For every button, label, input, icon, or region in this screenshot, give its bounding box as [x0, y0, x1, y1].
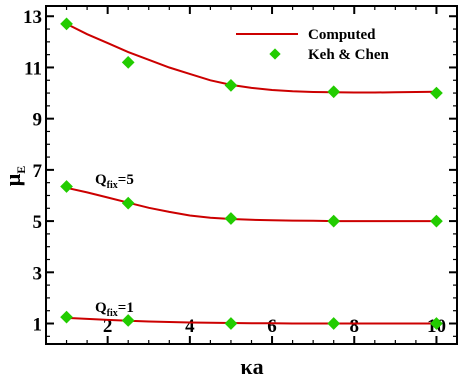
- reference-point: [224, 212, 238, 225]
- reference-point: [430, 214, 443, 228]
- x-tick-label: 4: [185, 316, 195, 337]
- y-tick-label: 13: [23, 7, 42, 28]
- major-ticks: [46, 6, 457, 344]
- reference-point: [224, 317, 238, 330]
- computed-curve: [66, 316, 437, 325]
- x-tick-label: 8: [350, 316, 360, 337]
- reference-point: [430, 86, 443, 100]
- y-tick-label: 9: [33, 110, 43, 131]
- reference-point: [60, 180, 73, 193]
- y-tick-label: 1: [33, 315, 43, 336]
- computed-curve: [66, 186, 437, 223]
- reference-point: [121, 196, 135, 210]
- legend-reference-marker: [269, 48, 281, 60]
- y-tick-label: 3: [33, 263, 43, 284]
- reference-point: [327, 317, 341, 330]
- y-axis-label: μE: [0, 166, 28, 187]
- reference-point: [121, 314, 135, 327]
- reference-point: [327, 214, 341, 228]
- y-tick-label: 5: [33, 212, 43, 233]
- reference-markers: [60, 17, 443, 330]
- reference-point: [327, 85, 341, 99]
- x-tick-label: 6: [267, 316, 277, 337]
- reference-point: [60, 17, 73, 31]
- computed-curve: [66, 23, 437, 94]
- legend-reference-label: Keh & Chen: [308, 47, 389, 63]
- legend: Computed Keh & Chen: [236, 27, 389, 63]
- minor-ticks: [45, 6, 458, 344]
- svg-text:μE: μE: [0, 166, 28, 187]
- reference-point: [430, 317, 443, 330]
- plot-frame: [45, 5, 458, 345]
- reference-point: [60, 310, 73, 324]
- y-axis-label-sub: E: [14, 166, 28, 174]
- reference-point: [224, 79, 238, 92]
- x-tick-label: 2: [103, 316, 113, 337]
- y-axis-label-main: μ: [0, 173, 25, 186]
- series-label: Qfix=1: [95, 300, 134, 319]
- y-tick-label: 7: [33, 161, 43, 182]
- legend-computed-label: Computed: [308, 27, 376, 43]
- reference-point: [121, 55, 135, 69]
- x-axis-label: κa: [240, 354, 263, 377]
- y-tick-label: 11: [24, 58, 42, 79]
- series-label: Qfix=5: [95, 172, 134, 191]
